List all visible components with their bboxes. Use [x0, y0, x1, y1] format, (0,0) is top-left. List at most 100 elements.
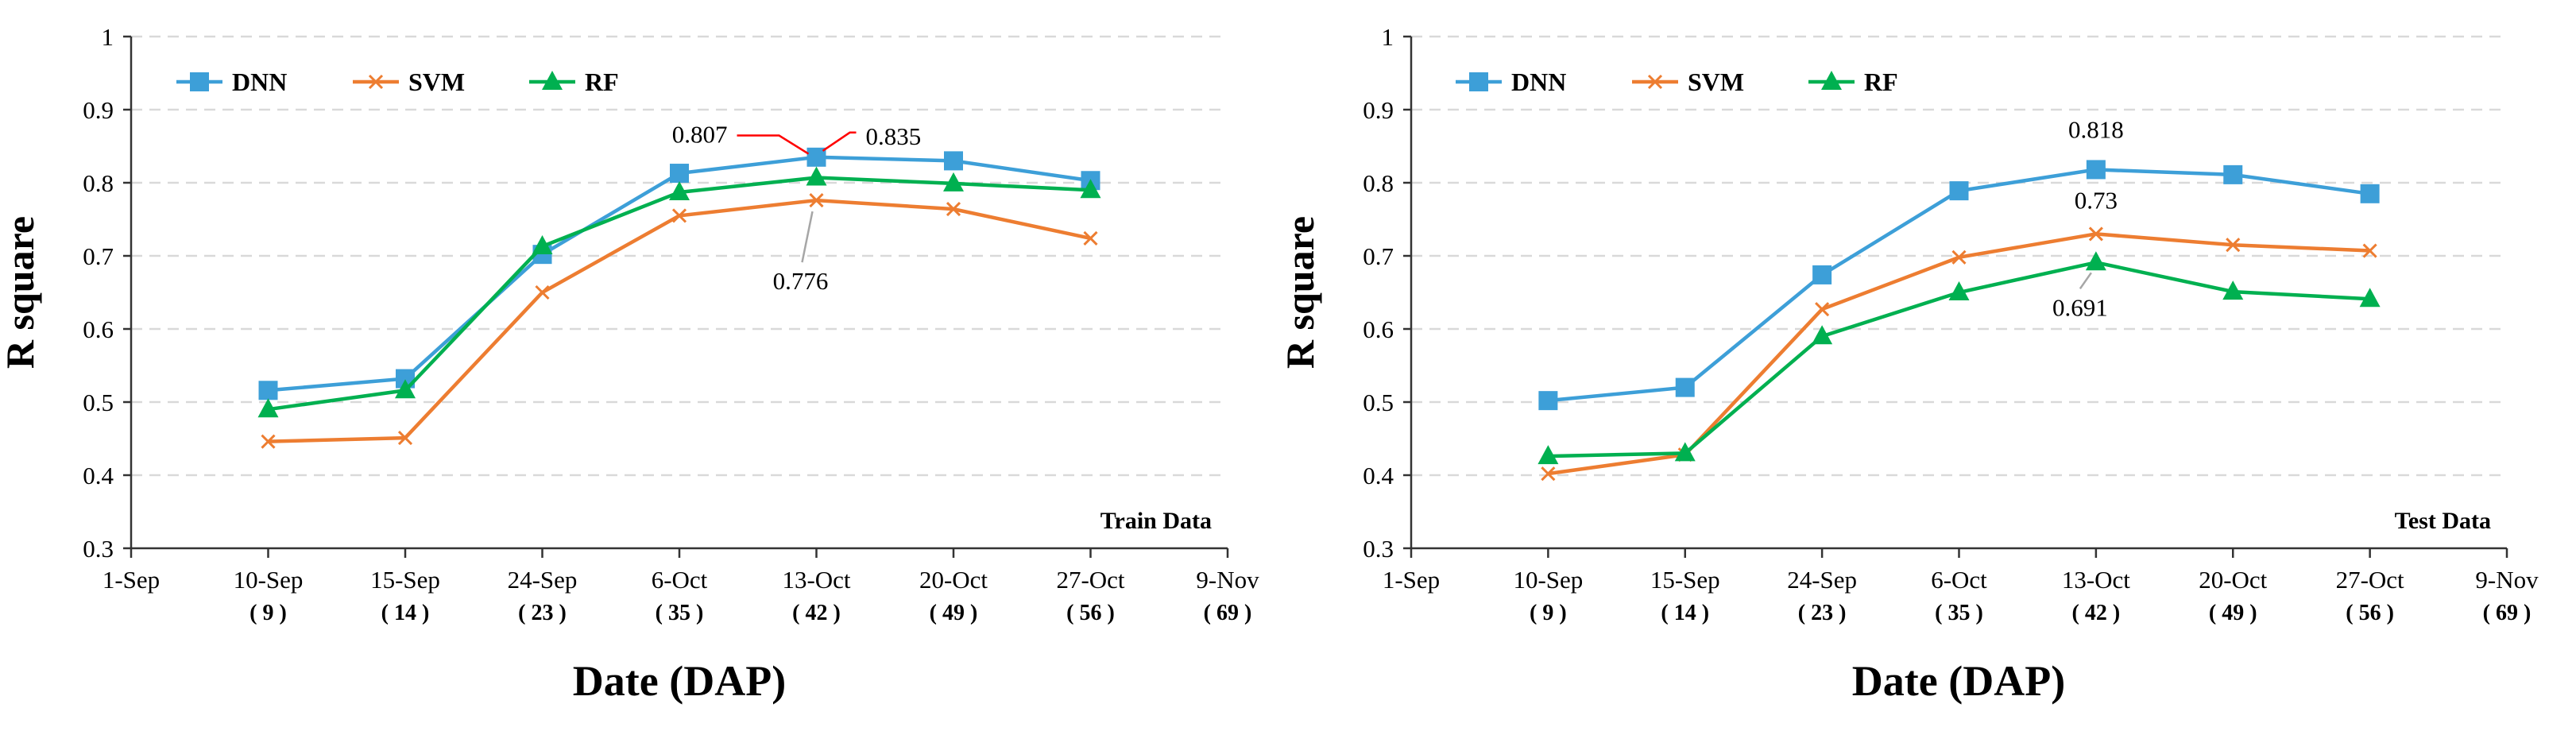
data-point-svm: [2362, 243, 2377, 258]
data-point-dnn: [1675, 377, 1695, 397]
data-point-dnn: [2223, 164, 2243, 184]
x-tick-label: 6-Oct: [652, 566, 708, 594]
x-tick-sublabel: ( 69 ): [2483, 601, 2532, 625]
data-point-rf: [806, 166, 827, 186]
x-axis-title: Date (DAP): [1852, 657, 2065, 705]
legend-marker-svm: [1647, 74, 1663, 90]
data-point-svm: [809, 193, 824, 208]
x-tick-label: 9-Nov: [1196, 566, 1259, 594]
data-point-rf: [669, 180, 690, 200]
x-tick-label: 27-Oct: [1056, 566, 1124, 594]
x-tick-sublabel: ( 56 ): [2346, 601, 2394, 625]
legend-marker-dnn: [190, 72, 209, 91]
legend-label-svm: SVM: [408, 68, 465, 96]
data-point-svm: [2088, 226, 2103, 242]
y-tick-label: 0.6: [83, 315, 114, 343]
panel-label: Train Data: [1100, 508, 1212, 534]
x-tick-label: 9-Nov: [2475, 566, 2539, 594]
x-tick-sublabel: ( 23 ): [518, 601, 567, 625]
legend: DNN SVM RF: [1456, 68, 1898, 96]
x-tick-sublabel: ( 14 ): [381, 601, 430, 625]
y-tick-label: 0.8: [83, 169, 114, 197]
annotation-leader: [801, 211, 814, 263]
series-line-svm: [1548, 232, 2370, 476]
x-tick-sublabel: ( 49 ): [930, 601, 978, 625]
legend-marker-rf: [542, 71, 563, 90]
x-tick-label: 15-Sep: [370, 566, 440, 594]
data-point-rf: [257, 398, 279, 418]
legend-label-rf: RF: [1864, 68, 1898, 96]
y-tick-label: 0.3: [1363, 535, 1394, 563]
y-tick-label: 0.4: [83, 462, 114, 489]
data-point-svm: [1083, 230, 1098, 246]
legend-marker-dnn: [1469, 72, 1488, 91]
data-point-dnn: [1949, 181, 1969, 201]
x-tick-label: 13-Oct: [782, 566, 850, 594]
y-tick-label: 0.6: [1363, 315, 1394, 343]
y-tick-label: 0.9: [1363, 96, 1394, 124]
x-tick-sublabel: ( 35 ): [656, 601, 704, 625]
y-tick-label: 0.5: [1363, 389, 1394, 416]
data-point-dnn: [2086, 160, 2106, 180]
x-tick-sublabel: ( 49 ): [2209, 601, 2257, 625]
series-line-svm: [268, 198, 1091, 443]
legend-label-dnn: DNN: [232, 68, 287, 96]
data-point-rf: [1537, 445, 1559, 465]
legend-label-svm: SVM: [1688, 68, 1744, 96]
legend: DNN SVM RF: [176, 68, 619, 96]
series-rf: [1537, 251, 2381, 465]
x-tick-sublabel: ( 14 ): [1661, 601, 1709, 625]
x-tick-label: 10-Sep: [1513, 566, 1583, 594]
x-tick-sublabel: ( 42 ): [792, 601, 841, 625]
x-tick-sublabel: ( 9 ): [249, 601, 287, 625]
data-point-rf: [2359, 288, 2381, 308]
x-tick-sublabel: ( 35 ): [1935, 601, 1983, 625]
annotation-label: 0.73: [2075, 186, 2118, 214]
data-point-svm: [261, 434, 276, 449]
x-tick-label: 1-Sep: [102, 566, 160, 594]
x-tick-label: 20-Oct: [2199, 566, 2267, 594]
data-point-dnn: [1538, 391, 1558, 411]
panel-label: Test Data: [2395, 508, 2491, 534]
y-tick-label: 0.9: [83, 96, 114, 124]
x-tick-sublabel: ( 42 ): [2072, 601, 2121, 625]
x-tick-label: 20-Oct: [919, 566, 988, 594]
data-point-svm: [1541, 466, 1556, 482]
data-point-rf: [532, 235, 553, 255]
y-tick-label: 0.7: [1363, 242, 1394, 270]
data-point-dnn: [258, 381, 278, 400]
x-tick-label: 15-Sep: [1650, 566, 1720, 594]
data-point-rf: [1674, 442, 1696, 462]
series-dnn: [1538, 160, 2380, 411]
y-tick-label: 1: [1382, 23, 1394, 51]
annotation-label: 0.818: [2068, 115, 2124, 143]
x-tick-label: 24-Sep: [508, 566, 578, 594]
y-axis-title: R square: [1278, 216, 1322, 369]
data-point-dnn: [1812, 265, 1832, 284]
data-point-rf: [1080, 179, 1101, 199]
annotation-label: 0.691: [2052, 293, 2108, 321]
data-point-rf: [2085, 251, 2106, 271]
data-point-svm: [2226, 238, 2241, 253]
data-point-svm: [397, 431, 413, 446]
x-tick-sublabel: ( 56 ): [1066, 601, 1115, 625]
data-point-rf: [1812, 325, 1833, 345]
data-point-rf: [395, 379, 416, 399]
data-point-dnn: [670, 164, 689, 184]
data-point-svm: [671, 208, 687, 223]
y-tick-label: 0.4: [1363, 462, 1394, 489]
x-tick-sublabel: ( 69 ): [1204, 601, 1252, 625]
series-svm: [261, 193, 1098, 449]
data-point-svm: [535, 284, 550, 300]
data-point-rf: [2222, 280, 2244, 300]
y-tick-label: 1: [102, 23, 114, 51]
data-point-rf: [1948, 281, 1970, 300]
x-tick-label: 13-Oct: [2062, 566, 2130, 594]
chart-panel-train: 0.3 0.4 0.5 0.6 0.7 0.8 0.9 1 1-Sep 10-Sep ( 9 ) 15…: [0, 23, 1259, 705]
y-tick-label: 0.7: [83, 242, 114, 270]
legend-label-rf: RF: [585, 68, 619, 96]
y-tick-label: 0.5: [83, 389, 114, 416]
annotation-leader: [2079, 272, 2092, 289]
annotation-leader: [737, 134, 810, 155]
data-point-svm: [946, 202, 961, 217]
